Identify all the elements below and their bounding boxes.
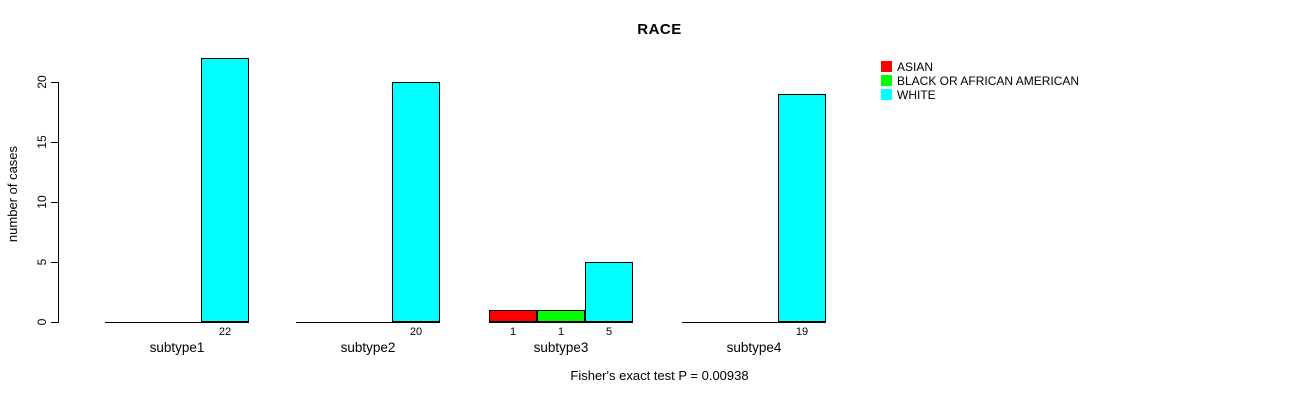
group-baseline-subtype2 — [296, 322, 440, 323]
y-axis-label: number of cases — [5, 145, 20, 243]
legend-swatch-asian — [881, 61, 892, 72]
y-tick-label-5: 5 — [35, 258, 49, 266]
legend-label-black-or-african-american: BLACK OR AFRICAN AMERICAN — [897, 74, 1080, 88]
legend-swatch-white — [881, 89, 892, 100]
bar-value-label-white-subtype1: 22 — [218, 326, 232, 338]
category-label-subtype4: subtype4 — [726, 340, 782, 355]
y-tick-mark-20 — [51, 82, 58, 83]
bar-white-subtype2 — [392, 82, 440, 322]
y-tick-label-10: 10 — [35, 195, 49, 209]
bar-value-label-white-subtype3: 5 — [605, 326, 613, 338]
bar-white-subtype3 — [585, 262, 633, 322]
y-tick-label-15: 15 — [35, 135, 49, 149]
y-tick-label-20: 20 — [35, 75, 49, 89]
bar-value-label-white-subtype2: 20 — [409, 326, 423, 338]
category-label-subtype1: subtype1 — [149, 340, 205, 355]
group-baseline-subtype3 — [489, 322, 633, 323]
legend-label-white: WHITE — [897, 88, 936, 102]
bar-black-or-african-american-subtype3 — [537, 310, 585, 322]
chart-title: RACE — [637, 21, 682, 38]
bar-white-subtype1 — [201, 58, 249, 322]
category-label-subtype2: subtype2 — [340, 340, 396, 355]
category-label-subtype3: subtype3 — [533, 340, 589, 355]
bar-value-label-asian-subtype3: 1 — [509, 326, 517, 338]
group-baseline-subtype4 — [682, 322, 826, 323]
bar-value-label-black-or-african-american-subtype3: 1 — [557, 326, 565, 338]
y-tick-mark-10 — [51, 202, 58, 203]
bar-asian-subtype3 — [489, 310, 537, 322]
y-tick-mark-15 — [51, 142, 58, 143]
y-tick-label-0: 0 — [35, 318, 49, 326]
legend-label-asian: ASIAN — [897, 60, 934, 74]
group-baseline-subtype1 — [105, 322, 249, 323]
caption-text: Fisher's exact test P = 0.00938 — [570, 368, 749, 383]
bar-white-subtype4 — [778, 94, 826, 322]
legend-swatch-black-or-african-american — [881, 75, 892, 86]
y-axis-line — [58, 82, 59, 323]
bar-value-label-white-subtype4: 19 — [795, 326, 809, 338]
y-tick-mark-0 — [51, 322, 58, 323]
y-tick-mark-5 — [51, 262, 58, 263]
